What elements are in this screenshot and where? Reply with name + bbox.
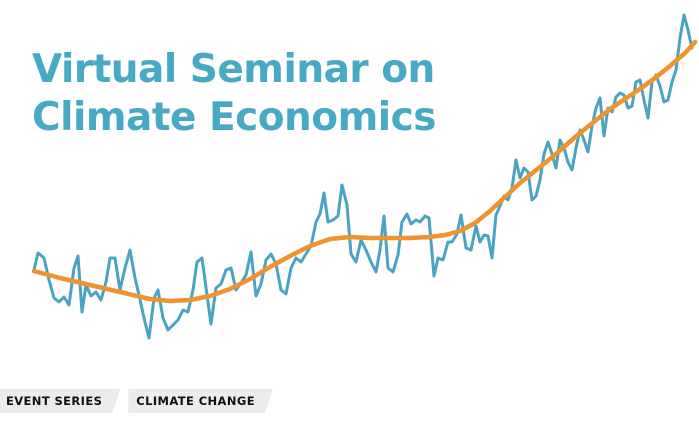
temperature-trend-graphic xyxy=(31,13,698,340)
tag-climate-change[interactable]: CLIMATE CHANGE xyxy=(128,389,273,413)
smoothed-trend-line xyxy=(31,39,698,304)
tag-list: EVENT SERIES CLIMATE CHANGE xyxy=(0,389,273,413)
seminar-title: Virtual Seminar on Climate Economics xyxy=(32,46,436,142)
seminar-title-line-2: Climate Economics xyxy=(32,95,436,140)
noisy-temperature-line xyxy=(32,13,694,340)
seminar-title-line-1: Virtual Seminar on xyxy=(32,47,435,92)
seminar-banner: Virtual Seminar on Climate Economics xyxy=(31,13,698,340)
tag-event-series[interactable]: EVENT SERIES xyxy=(0,389,120,413)
